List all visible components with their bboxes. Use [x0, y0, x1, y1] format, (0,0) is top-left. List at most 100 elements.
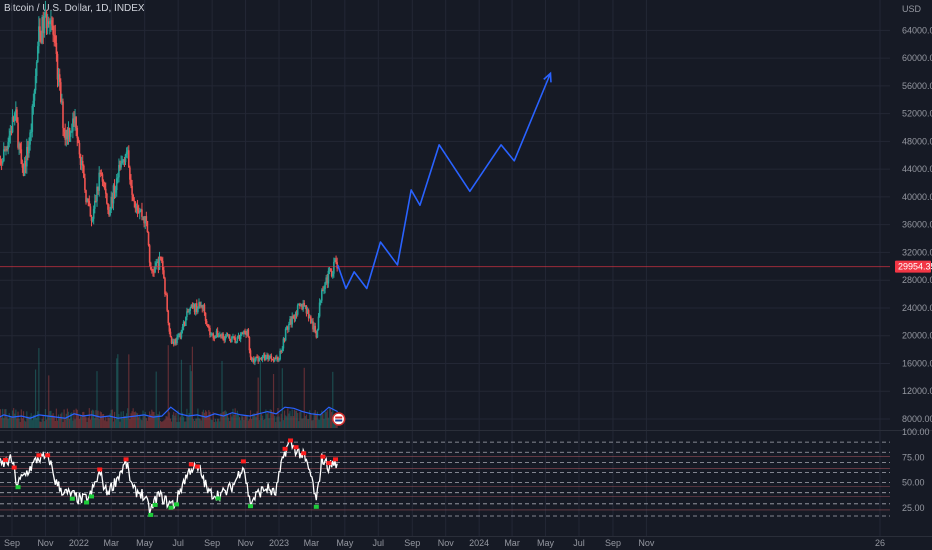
volume-bar — [300, 410, 302, 428]
volume-bar — [34, 369, 37, 428]
volume-bar — [218, 418, 220, 428]
volume-bar — [27, 416, 29, 428]
candle-body — [159, 256, 162, 259]
volume-bar — [190, 371, 192, 428]
candle-body — [79, 154, 82, 165]
volume-bar — [151, 409, 153, 428]
candle-body — [12, 117, 15, 122]
volume-bar — [314, 410, 316, 428]
volume-bar — [82, 412, 84, 428]
candle-body — [238, 335, 241, 340]
candle-body — [291, 316, 293, 325]
candle-body — [317, 316, 320, 330]
candle-body — [216, 330, 219, 338]
volume-bar — [290, 416, 292, 428]
volume-bar — [233, 414, 235, 428]
time-tick-label: Mar — [103, 538, 119, 548]
volume-bar — [62, 421, 64, 428]
candle-body — [187, 311, 189, 313]
candle-body — [327, 270, 330, 284]
volume-bar — [56, 420, 59, 428]
candle-body — [183, 321, 186, 326]
candle-body — [210, 334, 212, 336]
volume-bar — [310, 413, 312, 428]
candle-body — [49, 20, 51, 25]
volume-bar — [282, 420, 285, 428]
volume-bar — [89, 419, 92, 428]
volume-bar — [242, 416, 244, 428]
volume-bar — [123, 416, 126, 428]
price-tick-label: 16000.00 — [902, 358, 932, 368]
candle-body — [274, 357, 277, 359]
candle-body — [54, 35, 57, 43]
candle-body — [245, 332, 247, 335]
candle-body — [260, 357, 263, 360]
candle-body — [144, 216, 147, 224]
volume-bar — [9, 416, 11, 428]
volume-bar — [260, 413, 263, 428]
candle-body — [228, 334, 231, 339]
candle-body — [55, 42, 58, 54]
candle-body — [334, 259, 336, 262]
candle-body — [69, 132, 72, 137]
volume-bar — [7, 418, 9, 428]
candle-body — [102, 181, 105, 183]
volume-bar — [44, 409, 47, 428]
volume-bar — [127, 408, 129, 428]
candle-body — [46, 21, 49, 29]
volume-bar — [258, 420, 260, 428]
price-tick-label: 60000.00 — [902, 53, 932, 63]
volume-bar — [3, 418, 5, 428]
candle-body — [176, 337, 178, 344]
candle-body — [142, 216, 144, 218]
volume-bar — [145, 418, 147, 428]
volume-bar — [236, 410, 238, 428]
rsi-overbought-marker — [333, 457, 339, 462]
candle-body — [302, 302, 304, 310]
candle-body — [271, 359, 274, 361]
candle-body — [331, 273, 334, 277]
candle-body — [315, 331, 318, 338]
volume-bar — [293, 409, 295, 428]
candle-body — [44, 12, 47, 16]
candle-body — [220, 335, 222, 337]
volume-bar — [158, 411, 161, 428]
volume-bar — [144, 411, 146, 428]
volume-bar — [141, 420, 143, 428]
volume-bar — [252, 414, 254, 428]
volume-bar — [128, 354, 130, 428]
volume-bar — [11, 410, 14, 428]
candle-body — [232, 336, 234, 338]
volume-bar — [143, 415, 145, 428]
volume-bar — [244, 415, 246, 428]
rsi-overbought-marker — [2, 457, 8, 462]
candle-body — [263, 354, 266, 361]
volume-bar — [83, 411, 85, 428]
candle-body — [86, 198, 88, 203]
price-tick-label: 24000.00 — [902, 303, 932, 313]
candle-body — [195, 303, 198, 312]
candle-body — [140, 209, 142, 211]
volume-bar — [299, 412, 301, 428]
candle-body — [141, 209, 143, 217]
candle-body — [1, 161, 4, 164]
candle-body — [40, 31, 42, 43]
volume-bar — [64, 419, 66, 428]
candle-body — [84, 177, 86, 191]
volume-bar — [243, 419, 245, 428]
volume-bar — [29, 416, 31, 428]
volume-bar — [132, 408, 134, 428]
candle-body — [208, 327, 210, 329]
volume-bar — [261, 415, 264, 428]
candle-body — [42, 17, 45, 34]
rsi-oversold-marker — [69, 496, 75, 501]
dividend-flag-icon-stripe — [335, 416, 343, 419]
rsi-oversold-marker — [168, 505, 174, 510]
rsi-oversold-marker — [215, 496, 221, 501]
time-tick-label: Sep — [204, 538, 220, 548]
candle-body — [0, 161, 3, 164]
time-tick-label: Nov — [238, 538, 255, 548]
volume-bar — [131, 411, 133, 428]
